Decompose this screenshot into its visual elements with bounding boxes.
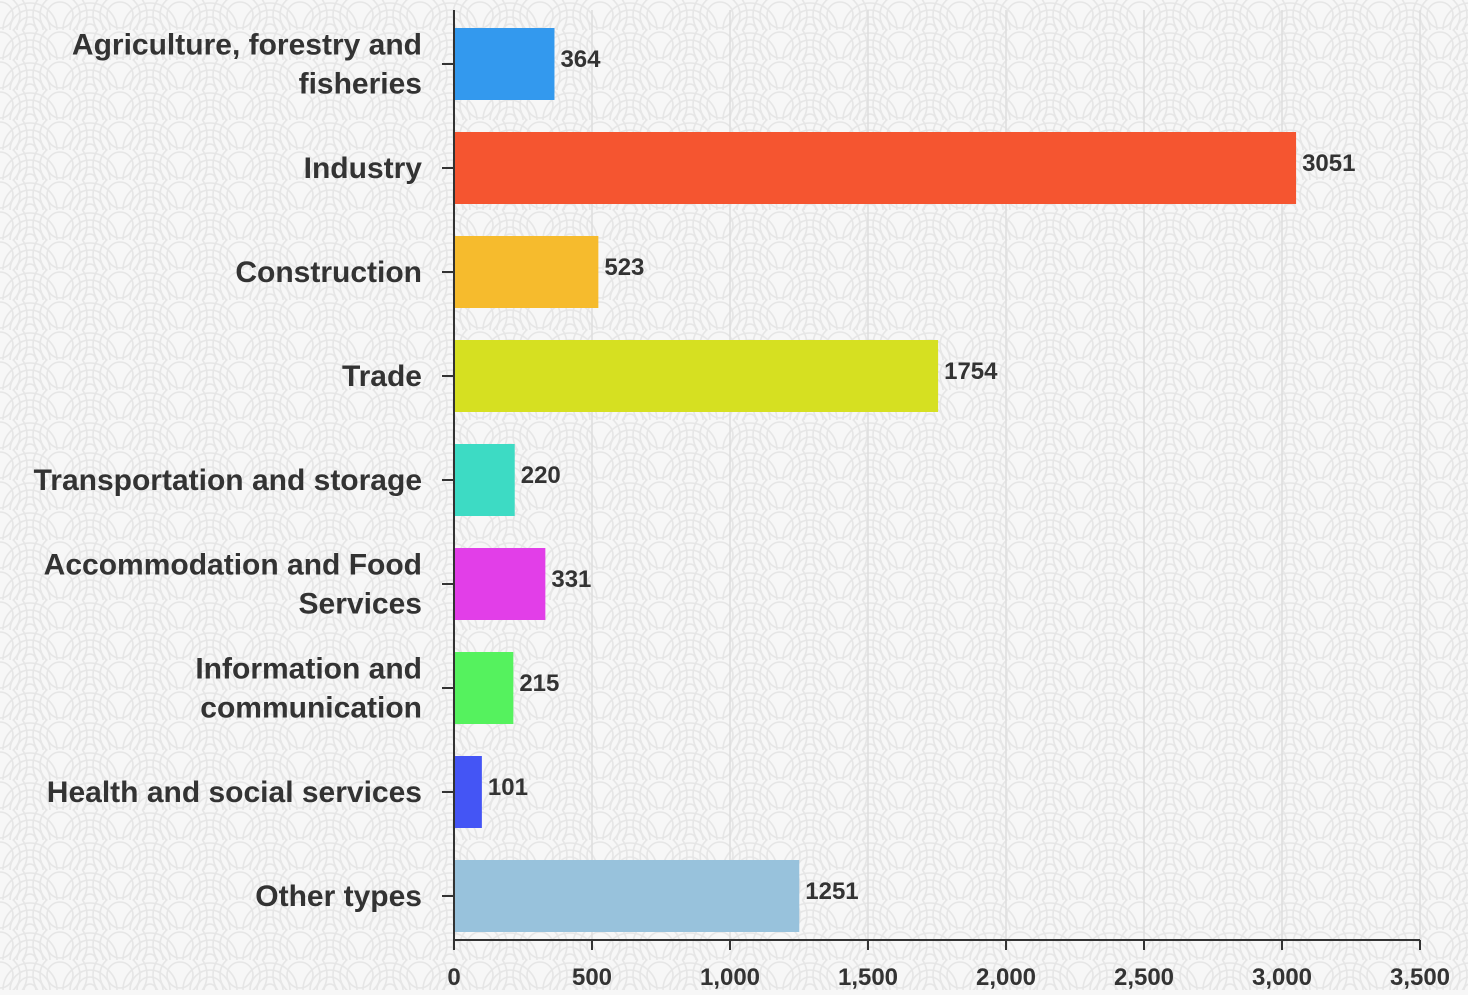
category-label: Services — [299, 588, 422, 621]
bar — [454, 340, 939, 412]
category-label: communication — [200, 692, 422, 725]
data-label: 3051 — [1302, 150, 1355, 177]
data-label: 220 — [521, 462, 561, 489]
category-label: Agriculture, forestry and — [72, 29, 422, 62]
x-tick-label: 0 — [447, 964, 460, 990]
data-label: 1754 — [944, 358, 998, 385]
x-tick-label: 1,000 — [700, 964, 760, 990]
data-label: 101 — [488, 774, 528, 801]
bar — [454, 652, 514, 724]
x-tick-label: 1,500 — [838, 964, 898, 990]
category-label: Construction — [235, 256, 422, 289]
bar — [454, 860, 800, 932]
category-label: Other types — [255, 880, 422, 913]
bars — [454, 28, 1297, 932]
bar — [454, 756, 482, 828]
category-label: Information and — [195, 653, 422, 686]
data-label: 331 — [551, 566, 591, 593]
data-label: 364 — [560, 46, 601, 73]
category-label: Transportation and storage — [34, 464, 422, 497]
x-tick-label: 3,500 — [1390, 964, 1450, 990]
data-label: 1251 — [805, 878, 858, 905]
bar — [454, 132, 1297, 204]
category-label: fisheries — [299, 68, 422, 101]
category-label: Industry — [304, 152, 423, 185]
bar — [454, 548, 546, 620]
category-label: Trade — [342, 360, 422, 393]
category-label: Health and social services — [47, 776, 422, 809]
labels: 0 500 1,000 1,500 2,000 2,500 3,000 3,500 Agricu… — [34, 29, 1450, 992]
x-tick-label: 2,500 — [1114, 964, 1174, 990]
data-label: 523 — [604, 254, 644, 281]
axes — [442, 10, 1421, 950]
bar — [454, 236, 599, 308]
x-tick-label: 3,000 — [1252, 964, 1312, 990]
x-tick-label: 500 — [572, 964, 612, 990]
category-label: Accommodation and Food — [44, 549, 422, 582]
bar — [454, 28, 555, 100]
data-label: 215 — [519, 670, 559, 697]
x-tick-label: 2,000 — [976, 964, 1036, 990]
bar — [454, 444, 515, 516]
